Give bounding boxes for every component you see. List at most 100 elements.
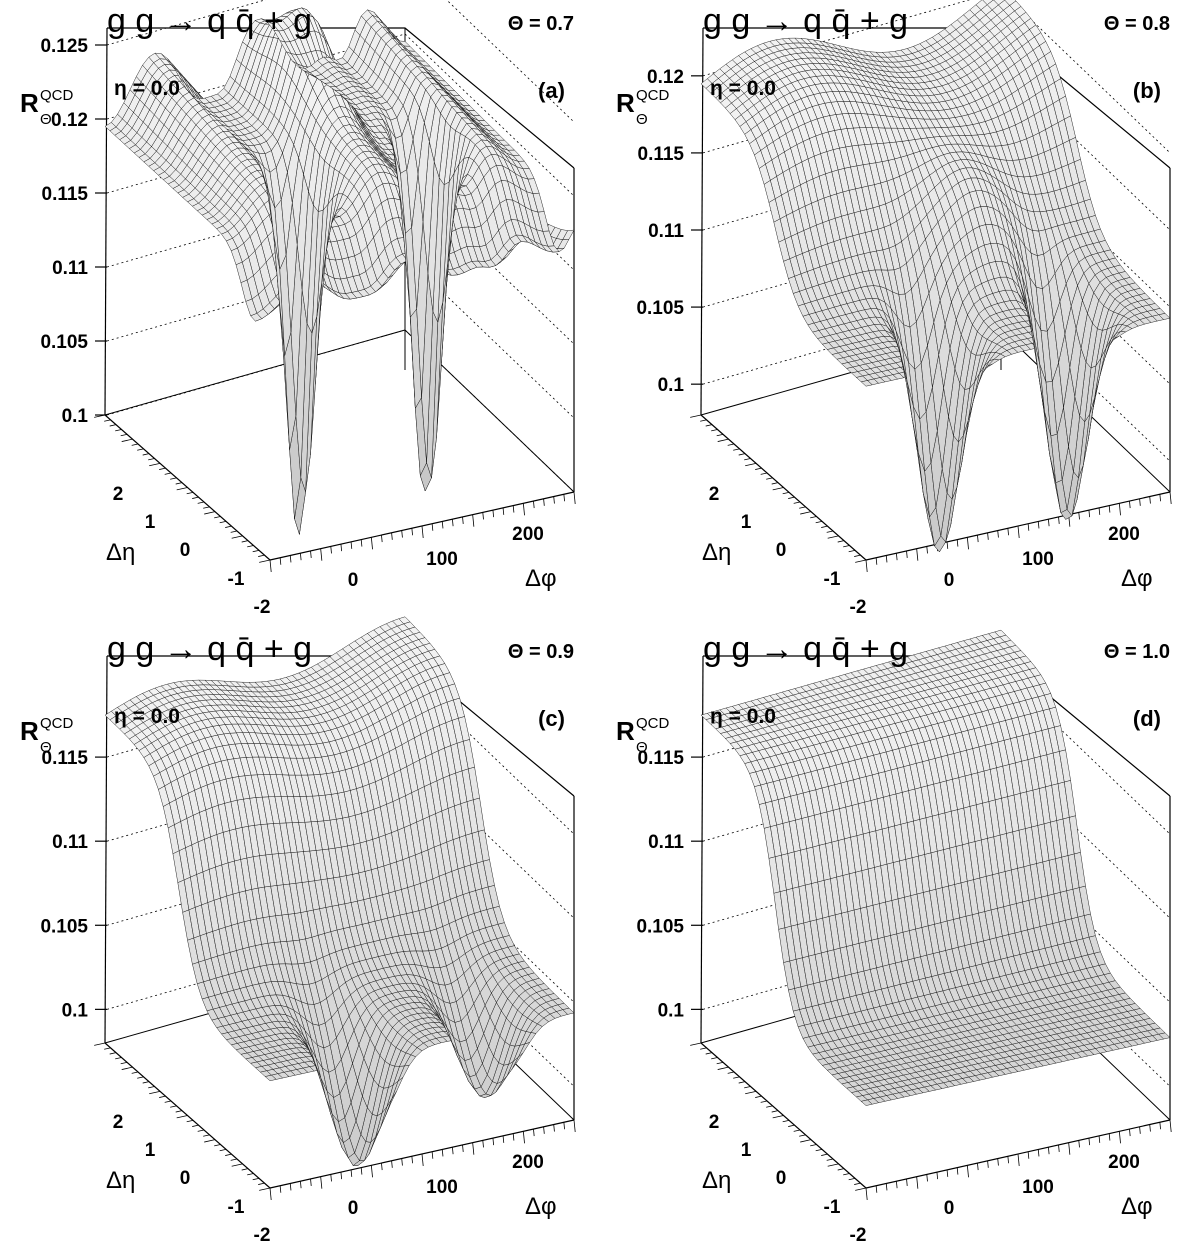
y-minor-tick: [131, 443, 139, 446]
y-minor-tick: [772, 487, 784, 491]
y-minor-tick: [94, 1042, 106, 1046]
x-tick-label: 100: [1022, 549, 1054, 570]
x-minor-tick: [916, 548, 919, 561]
y-minor-tick: [231, 535, 243, 539]
y-minor-tick: [711, 429, 718, 432]
x-minor-tick: [452, 1147, 454, 1155]
x-tick-label: 200: [512, 524, 544, 545]
y-tick-label: 2: [709, 484, 720, 505]
y-axis-title: Δη: [106, 539, 135, 566]
x-minor-tick: [987, 532, 989, 540]
y-minor-tick: [738, 453, 746, 456]
y-minor-tick: [810, 516, 817, 519]
y-minor-tick: [137, 448, 144, 451]
z-gridline: [106, 329, 575, 493]
x-minor-tick: [452, 519, 454, 527]
x-minor-tick: [946, 541, 949, 549]
y-minor-tick: [115, 1057, 122, 1060]
x-minor-tick: [563, 494, 565, 502]
z-axis-label-sup: QCD: [636, 87, 670, 104]
x-tick-label: 200: [1108, 524, 1140, 545]
y-minor-tick: [705, 424, 713, 427]
x-minor-tick: [431, 523, 434, 531]
x-minor-tick: [482, 1140, 484, 1148]
x-minor-tick: [502, 507, 505, 515]
y-minor-tick: [142, 1081, 150, 1084]
y-minor-tick: [219, 1148, 227, 1152]
z-axis-label-sub: Θ: [40, 111, 52, 128]
y-minor-tick: [700, 419, 707, 422]
x-minor-tick: [543, 498, 545, 506]
x-minor-tick: [573, 491, 576, 505]
y-minor-tick: [203, 1134, 210, 1137]
y-minor-tick: [204, 1139, 216, 1143]
y-minor-tick: [175, 1110, 183, 1113]
x-axis-title: Δφ: [1121, 565, 1153, 592]
x-minor-tick: [320, 548, 323, 561]
y-minor-tick: [259, 1187, 271, 1191]
panel-label: (b): [1133, 78, 1161, 103]
x-tick-label: 100: [426, 549, 458, 570]
x-minor-tick: [310, 550, 312, 558]
x-minor-tick: [421, 525, 424, 539]
y-minor-tick: [230, 1158, 238, 1161]
x-minor-tick: [1108, 505, 1111, 513]
y-minor-tick: [214, 516, 221, 519]
y-minor-tick: [241, 1168, 249, 1171]
y-minor-tick: [109, 424, 117, 427]
x-minor-tick: [1118, 503, 1121, 516]
x-minor-tick: [553, 496, 555, 504]
y-minor-tick: [690, 414, 702, 418]
z-tick-label: 0.115: [42, 184, 89, 205]
x-minor-tick: [381, 535, 383, 543]
y-minor-tick: [854, 554, 861, 557]
x-minor-tick: [1078, 512, 1080, 520]
y-minor-tick: [247, 1173, 254, 1176]
y-minor-tick: [755, 467, 762, 470]
y-minor-tick: [827, 535, 839, 539]
y-minor-tick: [115, 429, 122, 432]
x-minor-tick: [1129, 501, 1131, 509]
y-minor-tick: [148, 1086, 155, 1089]
x-minor-tick: [300, 553, 302, 561]
x-minor-tick: [411, 528, 413, 536]
z-tick-label: 0.1: [62, 1000, 89, 1021]
x-minor-tick: [573, 1119, 576, 1133]
z-tick-label: 0.105: [40, 332, 88, 353]
surface-mesh: [104, 616, 575, 1166]
x-minor-tick: [1169, 491, 1172, 505]
y-minor-tick: [164, 472, 172, 475]
y-minor-tick: [131, 1071, 139, 1074]
z-axis: [104, 27, 108, 416]
x-minor-tick: [411, 1156, 413, 1164]
z-axis-label-sub: Θ: [636, 111, 648, 128]
x-minor-tick: [462, 1144, 464, 1152]
theta-label: Θ = 0.7: [508, 13, 574, 35]
x-minor-tick: [563, 1122, 565, 1130]
x-minor-tick: [1037, 521, 1040, 529]
x-minor-tick: [512, 1133, 515, 1141]
x-minor-tick: [522, 503, 525, 516]
y-minor-tick: [197, 1129, 205, 1132]
x-minor-tick: [533, 501, 535, 509]
y-minor-tick: [192, 496, 199, 499]
x-minor-tick: [1007, 528, 1009, 536]
x-minor-tick: [330, 546, 332, 554]
y-minor-tick: [176, 487, 188, 491]
x-minor-tick: [310, 1178, 312, 1186]
y-minor-tick: [788, 496, 795, 499]
z-gridline: [106, 181, 575, 345]
x-minor-tick: [482, 512, 484, 520]
process-title: g g → q q̄ + g: [703, 2, 908, 40]
x-minor-tick: [289, 1183, 292, 1191]
process-title: g g → q q̄ + g: [107, 2, 312, 40]
y-minor-tick: [821, 525, 828, 528]
x-minor-tick: [381, 1163, 383, 1171]
y-tick-label: -2: [254, 597, 271, 618]
y-minor-tick: [843, 545, 850, 548]
eta-label: η = 0.0: [710, 77, 776, 100]
x-minor-tick: [1017, 525, 1020, 539]
y-minor-tick: [170, 477, 177, 480]
x-minor-tick: [906, 550, 908, 558]
